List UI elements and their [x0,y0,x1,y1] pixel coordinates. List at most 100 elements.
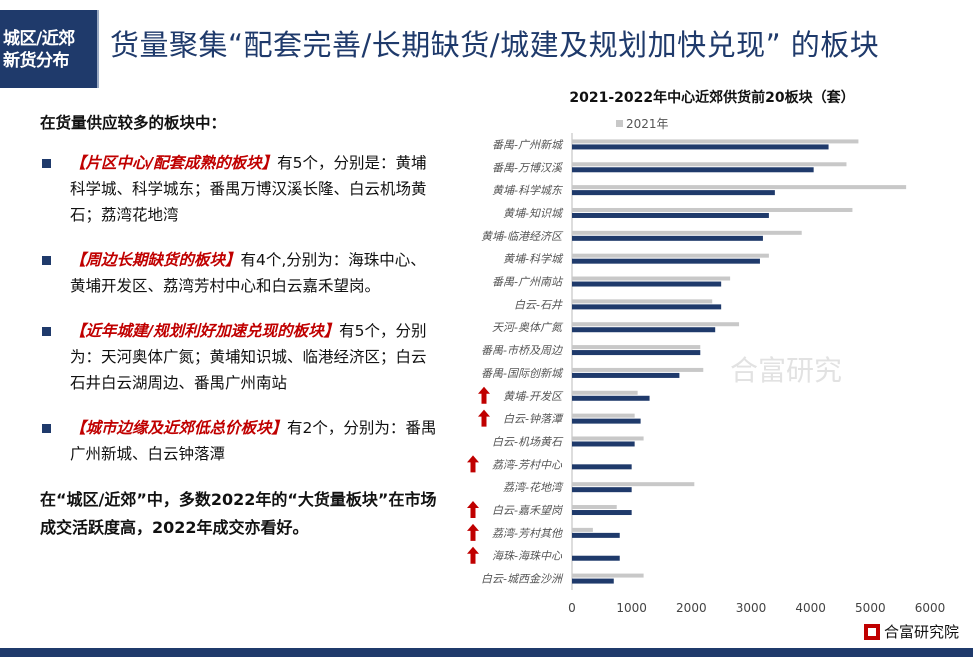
up-arrow-icon [467,546,479,564]
up-arrow-icon [467,523,479,541]
legend-swatch-2021 [616,120,623,127]
x-tick-label: 6000 [915,601,946,615]
category-label: 白云-城西金沙洲 [481,573,564,586]
bar-2021 [572,322,740,327]
category-label: 黄埔-开发区 [503,390,564,403]
bar-2021 [572,162,847,167]
bar-2022 [572,350,701,356]
bar-2022 [572,327,716,333]
category-label: 荔湾-芳村中心 [492,458,563,471]
bar-2022 [572,487,632,493]
x-tick-label: 5000 [855,601,886,615]
up-arrow-icon [467,455,479,473]
bar-2022 [572,212,769,218]
logo-mark-icon [863,623,880,640]
list-item: 【片区中心/配套成熟的板块】有5个，分别是：黄埔科学城、科学城东；番禺万博汉溪长… [40,150,440,228]
bar-2022 [572,578,614,584]
category-label: 番禺-市桥及周边 [481,344,563,357]
footer-bar [0,648,973,657]
supply-bar-chart: 2021-2022年中心近郊供货前20板块（套） 2021年 合富研究 番禺-广… [467,89,946,615]
section-tag: 城区/近郊 新货分布 [0,10,97,88]
x-tick-label: 2000 [676,601,707,615]
bar-2021 [572,527,593,532]
bar-2021 [572,207,853,212]
bar-2021 [572,276,731,281]
bar-2022 [572,395,650,401]
square-bullet-icon [42,159,51,168]
bar-2021 [572,390,638,395]
category-label: 荔湾-芳村其他 [492,527,563,540]
category-label: 白云-石井 [514,298,563,311]
company-logo: 合富研究院 [863,621,959,642]
bar-2022 [572,167,814,173]
bar-2022 [572,372,680,378]
bar-2021 [572,139,859,144]
bar-2021 [572,413,635,418]
bar-2021 [572,436,644,441]
bar-2021 [572,230,802,235]
up-arrow-icon [478,386,490,404]
item-heading: 【周边长期缺货的板块】 [70,251,241,269]
category-label: 白云-机场黄石 [492,435,564,448]
bar-2022 [572,441,635,447]
item-text: 有4个,分别为：海珠中心、黄埔开发区、荔湾芳村中心和白云嘉禾望岗。 [70,251,426,295]
x-tick-label: 4000 [795,601,826,615]
category-label: 黄埔-临港经济区 [481,230,564,243]
bar-2021 [572,299,713,304]
bar-2022 [572,144,829,150]
category-label: 荔湾-花地湾 [503,481,564,494]
item-heading: 【片区中心/配套成熟的板块】 [70,154,278,172]
chart-watermark: 合富研究 [730,354,842,387]
bar-2021 [572,367,704,372]
logo-text: 合富研究院 [883,623,959,641]
bar-2022 [572,304,722,310]
item-text: 有2个，分别为：番禺广州新城、白云钟落潭 [70,419,437,463]
intro-text: 在货量供应较多的板块中： [40,114,227,132]
square-bullet-icon [42,256,51,265]
category-label: 番禺-广州南站 [492,276,564,289]
text-panel: 在货量供应较多的板块中： 【片区中心/配套成熟的板块】有5个，分别是：黄埔科学城… [40,110,440,542]
item-heading: 【近年城建/规划利好加速兑现的板块】 [70,322,340,340]
category-label: 黄埔-科学城东 [492,184,564,197]
category-label: 白云-钟落潭 [503,413,564,426]
section-tag-line1: 城区/近郊 [3,29,75,49]
square-bullet-icon [42,327,51,336]
bar-2022 [572,258,760,264]
category-label: 黄埔-知识城 [503,207,564,220]
bar-2021 [572,505,617,510]
item-text: 有5个，分别为：天河奥体广氮；黄埔知识城、临港经济区；白云石井白云湖周边、番禺广… [70,322,427,392]
category-label: 白云-嘉禾望岗 [492,504,563,517]
bar-2022 [572,464,632,470]
square-bullet-icon [42,424,51,433]
closing-text: 在“城区/近郊”中，多数2022年的“大货量板块”在市场成交活跃度高，2022年… [40,490,437,537]
x-tick-label: 0 [568,601,576,615]
bar-2021 [572,573,644,578]
category-label: 海珠-海珠中心 [492,550,563,563]
section-tag-line2: 新货分布 [3,51,70,71]
title-divider [97,10,99,88]
bar-2021 [572,185,907,190]
category-label: 番禺-万博汉溪 [492,161,563,174]
page-title: 货量聚集“配套完善/长期缺货/城建及规划加快兑现” 的板块 [110,28,880,62]
bar-2022 [572,418,641,424]
bar-2021 [572,253,769,258]
list-item: 【城市边缘及近郊低总价板块】有2个，分别为：番禺广州新城、白云钟落潭 [40,415,440,467]
item-heading: 【城市边缘及近郊低总价板块】 [70,419,288,437]
bar-2022 [572,510,632,516]
item-text: 有5个，分别是：黄埔科学城、科学城东；番禺万博汉溪长隆、白云机场黄石；荔湾花地湾 [70,154,427,224]
bar-2022 [572,190,775,196]
x-tick-label: 1000 [616,601,647,615]
legend-label-2021: 2021年 [626,117,669,131]
bar-2022 [572,235,763,241]
category-label: 番禺-国际创新城 [481,367,564,380]
up-arrow-icon [478,409,490,427]
category-label: 番禺-广州新城 [492,138,564,151]
bar-2022 [572,555,620,561]
list-item: 【近年城建/规划利好加速兑现的板块】有5个，分别为：天河奥体广氮；黄埔知识城、临… [40,318,440,396]
bar-2021 [572,482,695,487]
up-arrow-icon [467,501,479,519]
bar-2022 [572,532,620,538]
category-label: 黄埔-科学城 [503,253,564,266]
chart-title: 2021-2022年中心近郊供货前20板块（套） [569,89,854,106]
x-tick-label: 3000 [736,601,767,615]
